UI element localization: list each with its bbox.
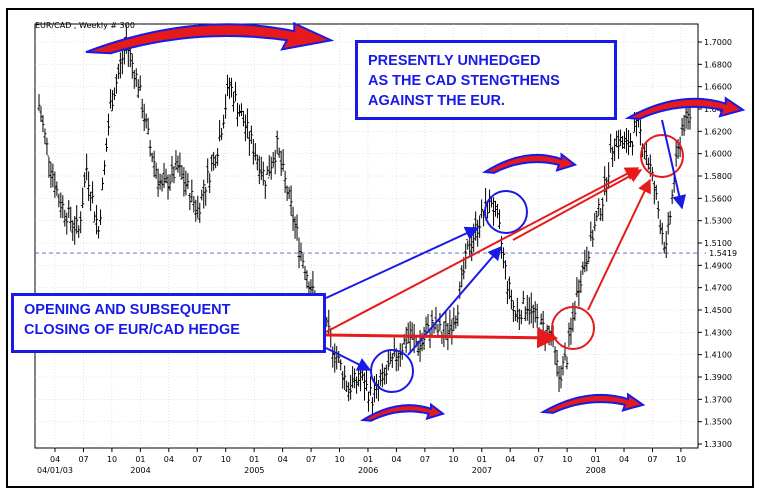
x-tick-label: 01 (249, 455, 259, 464)
arrow-blue-unhedged (661, 119, 687, 210)
x-tick-label: 07 (306, 455, 316, 464)
hedge-note-right: PRESENTLY UNHEDGED AS THE CAD STENGTHENS… (355, 40, 617, 120)
chart-frame: 1.70001.68001.66001.64001.62001.60001.58… (6, 8, 754, 488)
hedge-note-left: OPENING AND SUBSEQUENT CLOSING OF EUR/CA… (11, 293, 326, 353)
hedge-note-right-line-2: AS THE CAD STENGTHENS (368, 73, 560, 89)
circle-2007-peak (484, 190, 528, 234)
y-tick-label: 1.5100 (704, 239, 732, 248)
y-tick-label: 1.3300 (704, 440, 732, 449)
swoosh-arrow-2008-low (539, 392, 646, 414)
x-year-label: 2006 (358, 466, 378, 475)
x-year-label: 2007 (472, 466, 492, 475)
arrow-red-to-2008-high (325, 167, 640, 333)
y-tick-label: 1.6600 (704, 83, 732, 92)
hedge-note-right-line-3: AGAINST THE EUR. (368, 93, 505, 109)
swoosh-arrow-2006 (359, 402, 446, 422)
swoosh-arrow-2008-high (624, 96, 746, 120)
swoosh-arrow-2004 (85, 21, 335, 55)
x-tick-label: 07 (534, 455, 544, 464)
x-tick-label: 10 (107, 455, 117, 464)
hedge-note-left-line-1: OPENING AND SUBSEQUENT (24, 302, 231, 318)
plot-border (34, 23, 699, 449)
x-tick-label: 07 (192, 455, 202, 464)
x-tick-label: 07 (647, 455, 657, 464)
x-tick-label: 10 (448, 455, 458, 464)
y-tick-label: 1.5300 (704, 217, 732, 226)
arrow-red-2008-rise (587, 178, 651, 311)
y-tick-label: 1.6200 (704, 127, 732, 136)
price-chart: 1.70001.68001.66001.64001.62001.60001.58… (34, 21, 746, 475)
hedge-note-left-line-2: CLOSING OF EUR/CAD HEDGE (24, 322, 240, 338)
x-tick-label: 01 (591, 455, 601, 464)
arrow-red-2007-to-2008 (512, 169, 643, 241)
y-tick-label: 1.5600 (704, 194, 732, 203)
y-tick-label: 1.4900 (704, 261, 732, 270)
x-tick-label: 10 (221, 455, 231, 464)
y-tick-label: 1.3900 (704, 373, 732, 382)
y-tick-label: 1.3500 (704, 418, 732, 427)
arrow-red-hedge-close (325, 327, 559, 349)
y-tick-label: 1.3700 (704, 395, 732, 404)
current-price-label: · 1.5419 (704, 249, 737, 258)
arrow-blue-to-2007 (325, 226, 480, 299)
y-tick-label: 1.5800 (704, 172, 732, 181)
x-tick-label: 01 (135, 455, 145, 464)
chart-title: EUR/CAD , Weekly # 300 (35, 21, 135, 30)
swoosh-arrow-2007 (481, 152, 578, 174)
x-tick-label: 04 (278, 455, 288, 464)
y-tick-label: 1.6000 (704, 150, 732, 159)
x-tick-label: 01 (477, 455, 487, 464)
x-tick-label: 04 (50, 455, 60, 464)
x-year-label: 2005 (244, 466, 264, 475)
x-tick-label: 10 (335, 455, 345, 464)
x-tick-label: 04 (505, 455, 515, 464)
x-tick-label: 04 (164, 455, 174, 464)
x-year-label: 04/01/03 (37, 466, 73, 475)
annotation-overlays (85, 21, 746, 422)
arrow-blue-2006-to-2007 (407, 245, 502, 356)
x-tick-label: 07 (78, 455, 88, 464)
x-tick-label: 07 (420, 455, 430, 464)
y-tick-label: 1.6800 (704, 60, 732, 69)
y-tick-label: 1.4300 (704, 328, 732, 337)
y-tick-label: 1.4700 (704, 284, 732, 293)
current-price-box (700, 247, 742, 259)
y-tick-label: 1.7000 (704, 38, 732, 47)
x-tick-label: 04 (391, 455, 401, 464)
x-year-label: 2004 (130, 466, 150, 475)
circle-hedge-open-2006 (370, 349, 414, 393)
hedge-note-right-line-1: PRESENTLY UNHEDGED (368, 53, 541, 69)
circle-2008-high (640, 134, 684, 178)
arrow-blue-to-2006 (325, 347, 372, 371)
x-tick-label: 01 (363, 455, 373, 464)
x-tick-label: 10 (562, 455, 572, 464)
y-tick-label: 1.4500 (704, 306, 732, 315)
x-tick-label: 10 (676, 455, 686, 464)
x-year-label: 2008 (586, 466, 606, 475)
x-tick-label: 04 (619, 455, 629, 464)
x-axis: 04 07 10 01 04 07 10 01 04 07 10 01 04 07 10 01 04 07 10 01… (37, 448, 686, 475)
y-tick-label: 1.4100 (704, 351, 732, 360)
